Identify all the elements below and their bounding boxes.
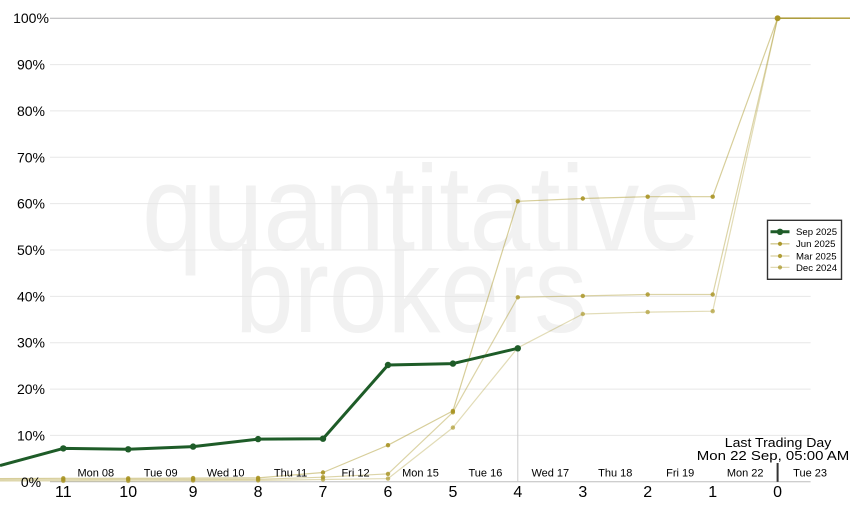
svg-text:Wed 17: Wed 17 — [531, 468, 569, 480]
svg-text:Last Trading Day: Last Trading Day — [725, 435, 832, 450]
svg-text:5: 5 — [448, 484, 457, 500]
svg-text:Tue 16: Tue 16 — [468, 468, 502, 480]
svg-text:9: 9 — [189, 484, 198, 500]
svg-text:Thu 18: Thu 18 — [598, 468, 632, 480]
svg-text:6: 6 — [384, 484, 393, 500]
svg-text:10: 10 — [119, 484, 137, 500]
svg-text:40%: 40% — [17, 288, 45, 304]
svg-text:Mar 2025: Mar 2025 — [796, 251, 837, 262]
svg-text:Fri 12: Fri 12 — [341, 468, 369, 480]
svg-text:0%: 0% — [21, 474, 41, 490]
svg-text:Wed 10: Wed 10 — [207, 468, 245, 480]
svg-text:brokers: brokers — [235, 222, 587, 358]
svg-text:8: 8 — [254, 484, 263, 500]
svg-text:Tue 09: Tue 09 — [144, 468, 178, 480]
svg-text:Sep 2025: Sep 2025 — [796, 227, 837, 238]
svg-text:4: 4 — [513, 484, 522, 500]
svg-text:Mon 22 Sep, 05:00 AM: Mon 22 Sep, 05:00 AM — [697, 448, 850, 463]
svg-text:Fri 19: Fri 19 — [666, 468, 694, 480]
svg-text:70%: 70% — [17, 149, 45, 165]
svg-text:Mon 15: Mon 15 — [402, 468, 439, 480]
svg-text:2: 2 — [643, 484, 652, 500]
svg-text:Dec 2024: Dec 2024 — [796, 263, 838, 274]
svg-text:quantitative: quantitative — [142, 140, 700, 276]
svg-text:0: 0 — [773, 484, 782, 500]
svg-text:100%: 100% — [13, 10, 49, 26]
svg-text:7: 7 — [319, 484, 328, 500]
svg-text:60%: 60% — [17, 196, 45, 212]
svg-text:10%: 10% — [17, 427, 45, 443]
svg-text:20%: 20% — [17, 381, 45, 397]
svg-text:Thu 11: Thu 11 — [274, 468, 307, 480]
svg-text:80%: 80% — [17, 103, 45, 119]
svg-text:Mon 22: Mon 22 — [727, 468, 764, 480]
svg-text:Jun 2025: Jun 2025 — [796, 239, 835, 250]
svg-text:Tue 23: Tue 23 — [793, 468, 827, 480]
svg-text:Mon 08: Mon 08 — [77, 468, 114, 480]
svg-text:1: 1 — [708, 484, 717, 500]
svg-text:90%: 90% — [17, 57, 45, 73]
svg-text:3: 3 — [578, 484, 587, 500]
svg-text:30%: 30% — [17, 335, 45, 351]
svg-text:11: 11 — [55, 484, 72, 500]
svg-text:50%: 50% — [17, 242, 45, 258]
